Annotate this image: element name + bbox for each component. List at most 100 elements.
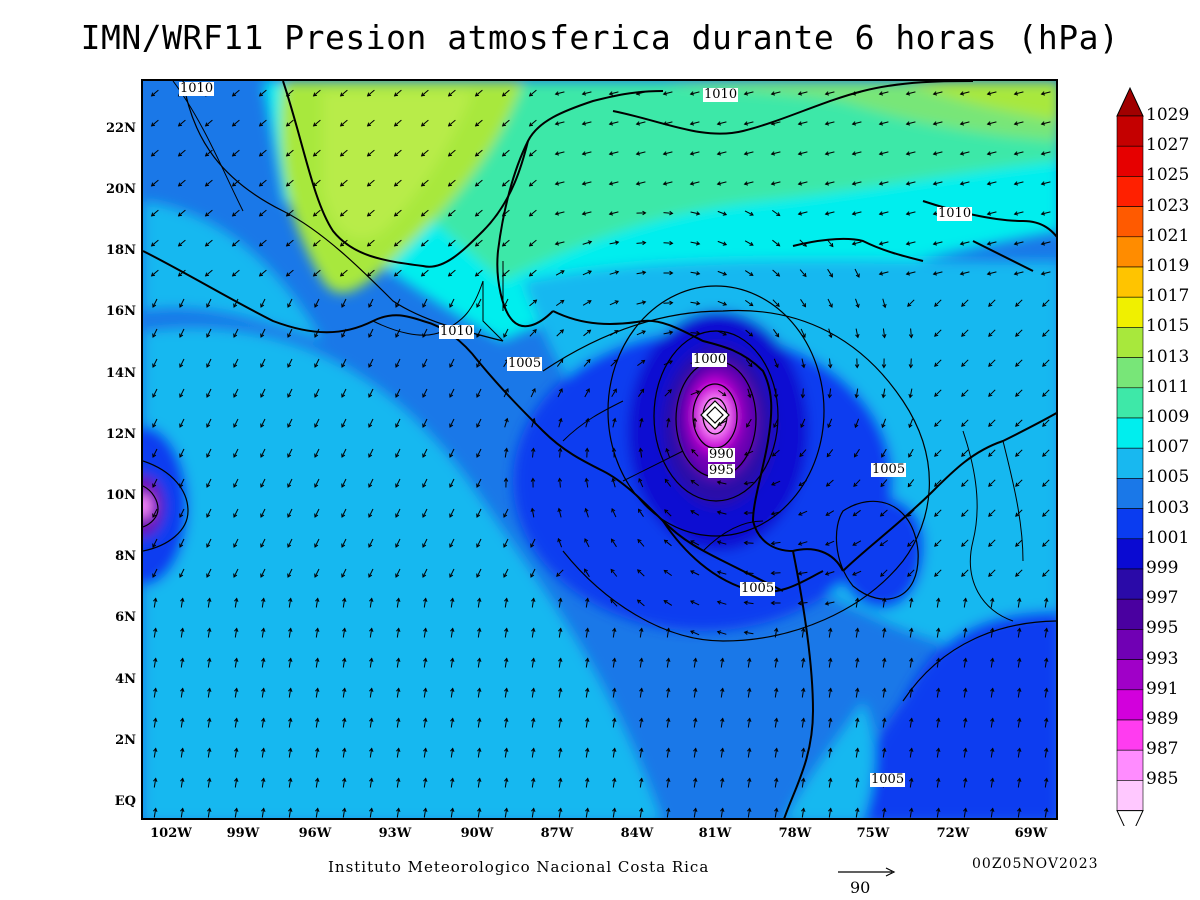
wind-vector-head bbox=[990, 627, 995, 632]
wind-vector bbox=[610, 359, 618, 367]
wind-vector bbox=[531, 508, 535, 518]
wind-vector-head bbox=[882, 303, 887, 309]
wind-vector bbox=[771, 91, 781, 95]
wind-vector bbox=[933, 271, 943, 275]
wind-vector bbox=[529, 149, 537, 157]
wind-vector-head bbox=[696, 330, 701, 336]
wind-vector-head bbox=[312, 152, 318, 157]
wind-vector-head bbox=[642, 270, 647, 275]
wind-vector bbox=[369, 658, 373, 668]
wind-vector-head bbox=[179, 333, 184, 338]
wind-vector-head bbox=[528, 242, 534, 247]
wind-vector bbox=[717, 601, 727, 605]
wind-vector bbox=[1015, 299, 1023, 307]
wind-vector bbox=[798, 151, 808, 155]
longitude-label: 69W bbox=[1014, 826, 1048, 841]
wind-vector bbox=[315, 688, 319, 698]
wind-vector-head bbox=[531, 717, 536, 722]
wind-vector-head bbox=[932, 271, 938, 276]
wind-vector-head bbox=[882, 627, 887, 632]
wind-vector bbox=[801, 688, 805, 698]
wind-vector-head bbox=[851, 121, 857, 126]
legend-color-swatch bbox=[1116, 719, 1144, 751]
wind-vector-head bbox=[743, 151, 749, 156]
wind-vector-head bbox=[474, 272, 480, 277]
wind-vector-head bbox=[961, 572, 966, 577]
wind-vector-head bbox=[557, 477, 563, 482]
wind-vector bbox=[584, 568, 590, 578]
wind-vector-head bbox=[258, 92, 264, 97]
wind-vector bbox=[666, 628, 670, 638]
wind-vector bbox=[825, 181, 835, 185]
wind-vector-head bbox=[504, 627, 509, 632]
wind-vector bbox=[448, 239, 456, 247]
wind-vector bbox=[585, 628, 589, 638]
wind-vector bbox=[286, 269, 294, 277]
wind-vector-head bbox=[855, 273, 860, 278]
wind-vector bbox=[287, 478, 293, 488]
wind-vector bbox=[828, 628, 832, 638]
wind-vector-head bbox=[314, 393, 319, 398]
longitude-label: 84W bbox=[620, 826, 654, 841]
wind-vector bbox=[315, 748, 319, 758]
wind-vector bbox=[855, 808, 859, 818]
contour-label: 1000 bbox=[692, 352, 728, 367]
wind-vector bbox=[1017, 748, 1021, 758]
wind-vector bbox=[798, 602, 808, 604]
wind-vector bbox=[825, 540, 835, 546]
wind-vector-head bbox=[908, 393, 913, 399]
legend-level-label: 985 bbox=[1146, 769, 1179, 790]
wind-vector-head bbox=[774, 627, 779, 632]
wind-vector bbox=[234, 688, 238, 698]
wind-vector-head bbox=[936, 687, 941, 692]
wind-vector-head bbox=[775, 333, 780, 338]
legend-color-swatch bbox=[1116, 115, 1144, 147]
wind-vector-head bbox=[640, 388, 645, 393]
wind-vector bbox=[664, 389, 672, 397]
wind-vector-head bbox=[614, 300, 619, 305]
wind-vector bbox=[881, 418, 887, 428]
wind-vector bbox=[475, 149, 483, 157]
wind-vector bbox=[936, 748, 940, 758]
wind-vector-head bbox=[504, 388, 509, 393]
wind-vector-head bbox=[635, 181, 641, 186]
wind-vector bbox=[313, 269, 321, 277]
wind-vector-head bbox=[449, 303, 454, 308]
wind-vector-head bbox=[556, 572, 561, 577]
wind-vector-head bbox=[664, 509, 669, 514]
wind-vector bbox=[313, 149, 321, 157]
wind-vector bbox=[394, 269, 402, 277]
wind-vector bbox=[717, 481, 727, 485]
wind-vector-head bbox=[585, 657, 590, 662]
wind-vector-head bbox=[936, 657, 941, 662]
wind-vector-head bbox=[1017, 627, 1022, 632]
wind-vector bbox=[556, 299, 564, 307]
wind-vector bbox=[287, 388, 293, 398]
wind-vector-head bbox=[341, 453, 346, 458]
wind-vector-head bbox=[851, 181, 857, 186]
contour-label: 1005 bbox=[870, 772, 906, 787]
wind-vector bbox=[988, 569, 996, 577]
wind-vector-head bbox=[905, 151, 911, 156]
wind-vector bbox=[261, 748, 265, 758]
wind-vector bbox=[259, 209, 267, 217]
wind-vector-head bbox=[743, 510, 748, 516]
wind-vector bbox=[666, 718, 670, 728]
wind-vector-head bbox=[635, 91, 641, 96]
wind-vector bbox=[663, 121, 673, 125]
wind-vector bbox=[771, 541, 781, 545]
wind-vector bbox=[798, 211, 808, 215]
wind-vector-head bbox=[959, 181, 965, 186]
wind-vector bbox=[558, 658, 562, 668]
wind-vector bbox=[530, 568, 536, 578]
wind-vector-head bbox=[341, 333, 346, 338]
legend-level-label: 1025 bbox=[1146, 165, 1190, 186]
wind-vector-head bbox=[342, 687, 347, 692]
wind-vector-head bbox=[530, 543, 535, 548]
low-pressure-center bbox=[700, 400, 730, 430]
wind-vector bbox=[394, 89, 402, 97]
wind-vector bbox=[504, 448, 508, 458]
wind-vector-head bbox=[614, 240, 620, 245]
wind-vector-head bbox=[936, 807, 941, 812]
wind-vector bbox=[936, 808, 940, 818]
